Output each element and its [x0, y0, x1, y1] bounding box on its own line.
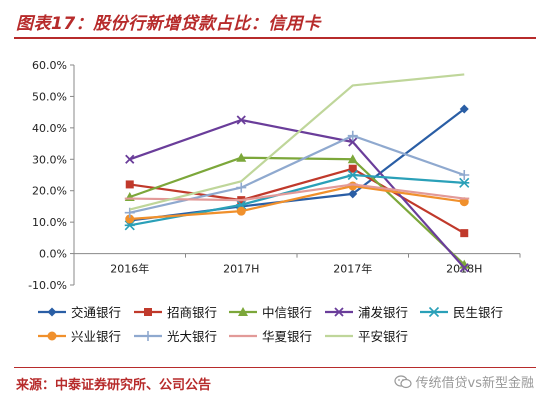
data-point [236, 115, 246, 125]
legend-item: 招商银行 [134, 305, 217, 320]
data-point [144, 308, 152, 316]
legend-label: 平安银行 [358, 329, 408, 344]
title-divider [14, 37, 536, 39]
legend-label: 中信银行 [262, 305, 312, 320]
legend-label: 光大银行 [167, 329, 217, 344]
data-point [348, 137, 358, 147]
series-9 [129, 73, 465, 211]
series-8 [124, 183, 470, 202]
data-point [348, 189, 358, 199]
y-tick-label: 30.0% [32, 153, 67, 166]
legend-label: 华夏银行 [262, 329, 312, 344]
x-tick-label: 2017H [223, 263, 259, 276]
y-tick-label: -10.0% [28, 279, 67, 292]
line-chart: -10.0% 0.0% 10.0% 20.0% 30.0% 40.0% 50.0% 60.0%… [28, 59, 521, 344]
series-line [129, 73, 465, 211]
y-tick-label: 60.0% [32, 59, 67, 72]
data-point [236, 206, 246, 216]
title-bar: 图表17：股份行新增贷款占比：信用卡 [0, 0, 550, 40]
legend-label: 招商银行 [167, 305, 217, 320]
series-line [129, 108, 465, 222]
legend-item: 民生银行 [420, 305, 503, 320]
legend-item: 中信银行 [229, 305, 312, 320]
data-point [334, 307, 344, 317]
series-line [129, 118, 466, 269]
data-point [236, 152, 247, 162]
data-point [236, 182, 247, 193]
data-point [348, 181, 358, 191]
legend-item: 兴业银行 [38, 329, 121, 344]
x-tick-label: 2018H [446, 263, 482, 276]
data-point [347, 154, 358, 164]
data-point [125, 154, 135, 164]
data-point [47, 307, 57, 317]
data-point [125, 214, 135, 224]
data-point [348, 164, 357, 173]
x-tick-label: 2016年 [110, 262, 149, 276]
y-tick-label: 50.0% [32, 90, 67, 103]
legend-item: 交通银行 [38, 305, 121, 320]
data-point [459, 177, 470, 188]
data-point [47, 331, 57, 341]
data-point [460, 229, 469, 238]
series-layer [124, 73, 470, 273]
data-point [459, 170, 470, 180]
legend-label: 浦发银行 [358, 305, 408, 320]
legend-item: 华夏银行 [229, 329, 312, 344]
legend-label: 兴业银行 [71, 329, 121, 344]
legend-label: 民生银行 [453, 305, 503, 320]
legend-item: 光大银行 [134, 329, 217, 344]
chart-axes: -10.0% 0.0% 10.0% 20.0% 30.0% 40.0% 50.0% 60.0%… [28, 59, 521, 292]
series-4 [125, 115, 469, 273]
data-point [428, 306, 440, 318]
data-point [459, 263, 469, 273]
watermark-text: 传统借贷vs新型金融 [415, 376, 534, 391]
source-note: 来源：中泰证券研究所、公司公告 [16, 378, 212, 393]
series-line [129, 156, 466, 266]
series-line [129, 184, 465, 221]
data-point [459, 104, 469, 114]
data-point [347, 169, 358, 181]
legend-item: 平安银行 [325, 329, 408, 344]
chart-title: 图表17：股份行新增贷款占比：信用卡 [16, 14, 321, 34]
x-tick-label: 2017年 [333, 262, 372, 276]
y-tick-label: 20.0% [32, 185, 67, 198]
watermark: 传统借贷vs新型金融 [393, 372, 534, 391]
data-point [125, 180, 134, 189]
footer-divider [14, 367, 536, 368]
data-point [143, 331, 153, 341]
legend-label: 交通银行 [71, 305, 121, 320]
series-line [129, 183, 465, 202]
y-tick-label: 40.0% [32, 122, 67, 135]
y-tick-label: 10.0% [32, 216, 67, 229]
data-point [347, 130, 358, 141]
series-3 [124, 152, 470, 269]
data-point [238, 307, 248, 316]
y-tick-label: 0.0% [39, 248, 67, 261]
series-line [129, 167, 465, 235]
wechat-icon [393, 374, 412, 388]
legend-item: 浦发银行 [325, 305, 408, 320]
